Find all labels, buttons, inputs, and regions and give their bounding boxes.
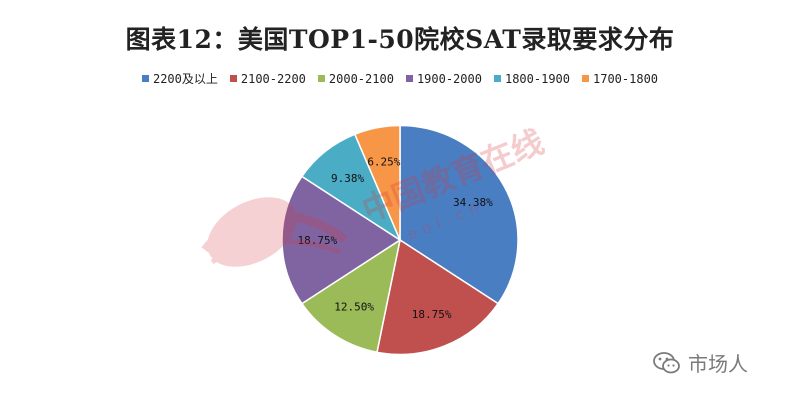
legend-item-2: 2000-2100 — [317, 70, 394, 87]
pie-slice-2 — [300, 238, 402, 354]
legend-label: 1900-2000 — [416, 71, 482, 86]
pie-slice-5 — [353, 124, 401, 241]
legend-label: 1800-1900 — [504, 71, 570, 86]
legend-label: 2200及以上 — [152, 72, 218, 86]
wechat-account-name: 市场人 — [688, 352, 748, 376]
legend-item-1: 2100-2200 — [229, 70, 306, 87]
legend-swatch — [141, 75, 149, 82]
wechat-account: 市场人 — [652, 348, 748, 377]
slice-data-label: 18.75% — [298, 234, 338, 247]
legend-swatch — [229, 75, 237, 82]
legend-item-3: 1900-2000 — [405, 70, 482, 87]
legend-swatch — [405, 75, 413, 82]
slice-data-label: 6.25% — [367, 155, 400, 168]
legend-swatch — [317, 75, 325, 82]
slice-data-label: 34.38% — [453, 196, 493, 209]
slice-data-label: 9.38% — [331, 172, 364, 185]
legend-label: 2000-2100 — [328, 71, 394, 86]
legend-item-5: 1700-1800 — [582, 70, 658, 87]
slice-data-label: 18.75% — [412, 308, 452, 321]
pie-slice-1 — [376, 238, 500, 356]
legend-label: 2100-2200 — [240, 71, 306, 86]
slice-data-label: 12.50% — [334, 301, 374, 314]
legend-swatch — [582, 75, 589, 82]
legend-item-4: 1800-1900 — [493, 70, 570, 87]
legend-swatch — [493, 75, 501, 82]
pie-slice-3 — [281, 175, 402, 305]
chart-legend: 2200及以上 2100-2200 2000-2100 1900-2000 1800-1… — [0, 70, 800, 87]
wechat-icon — [653, 351, 680, 373]
chart-title: 图表12：美国TOP1-50院校SAT录取要求分布 — [125, 25, 675, 54]
legend-label: 1700-1800 — [593, 71, 659, 86]
legend-item-0: 2200及以上 — [141, 70, 218, 87]
